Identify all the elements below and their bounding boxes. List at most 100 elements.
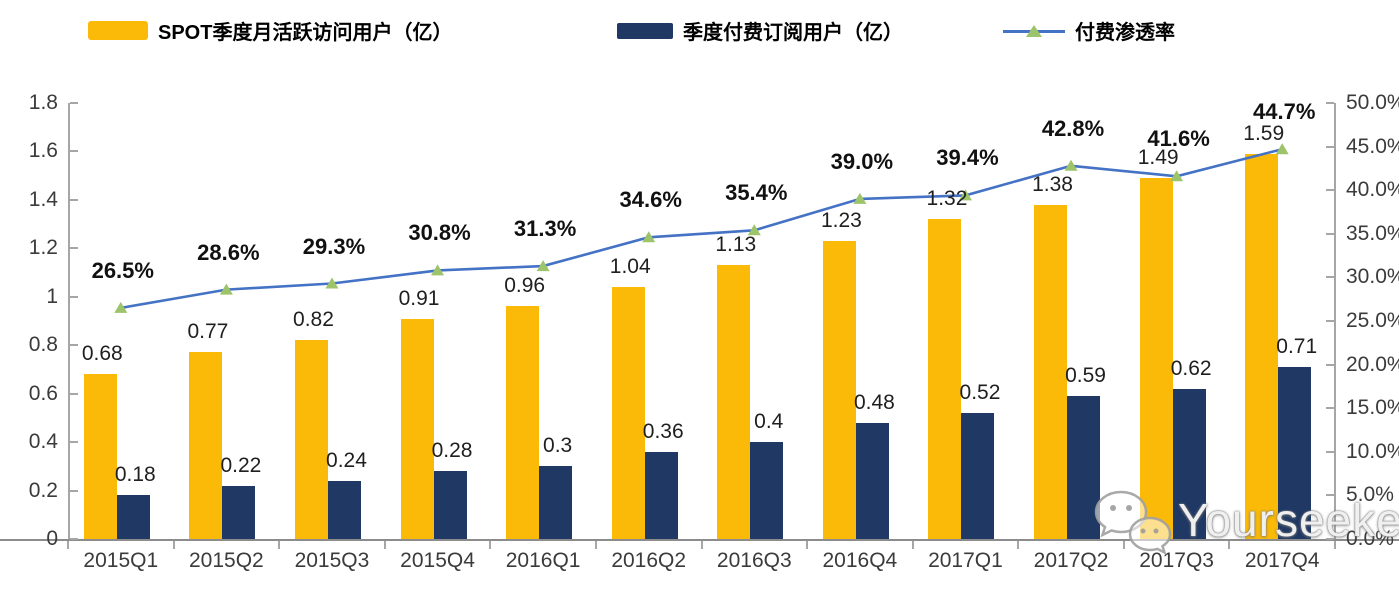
x-axis-tick-label: 2017Q4 bbox=[1244, 549, 1320, 572]
bar-subs bbox=[222, 485, 256, 539]
y-axis-left-tick bbox=[70, 344, 78, 347]
y-axis-left-tick-label: 0.2 bbox=[28, 478, 58, 502]
triangle-marker-icon bbox=[958, 189, 972, 201]
y-axis-right-tick-label: 40.0% bbox=[1346, 178, 1399, 202]
y-axis-left-tick-label: 1.2 bbox=[28, 236, 58, 260]
bar-mau bbox=[717, 265, 751, 539]
y-axis-right-tick-label: 45.0% bbox=[1346, 134, 1399, 158]
bar-mau bbox=[294, 340, 328, 539]
y-axis-right-tick-label: 20.0% bbox=[1346, 352, 1399, 376]
pct-value-label: 39.4% bbox=[936, 145, 999, 171]
bar-subs bbox=[961, 413, 995, 539]
pct-value-label: 30.8% bbox=[408, 220, 471, 246]
bar-value-label-subs: 0.48 bbox=[853, 390, 895, 414]
bar-subs bbox=[1172, 388, 1206, 539]
pct-value-label: 34.6% bbox=[619, 187, 682, 213]
bar-mau bbox=[822, 241, 856, 539]
y-axis-right-tick bbox=[1326, 232, 1334, 235]
y-axis-left-tick bbox=[70, 489, 78, 492]
legend-item-penetration: 付费渗透率 bbox=[1003, 16, 1175, 45]
bar-value-label-mau: 1.38 bbox=[1032, 172, 1073, 196]
y-axis-right-tick bbox=[1326, 102, 1334, 104]
y-axis-left-tick bbox=[70, 538, 78, 540]
bar-value-label-mau: 0.82 bbox=[293, 308, 334, 332]
triangle-marker-icon bbox=[1275, 143, 1289, 155]
y-axis-left-tick-label: 1.6 bbox=[28, 139, 58, 163]
y-axis-right-tick bbox=[1326, 450, 1334, 453]
triangle-marker-icon bbox=[1170, 170, 1184, 182]
legend-item-subs: 季度付费订阅用户（亿） bbox=[617, 16, 903, 45]
bar-mau bbox=[928, 219, 962, 539]
bar-value-label-subs: 0.59 bbox=[1065, 364, 1106, 388]
x-axis-tick-label: 2015Q4 bbox=[400, 549, 475, 572]
bar-value-label-subs: 0.62 bbox=[1170, 356, 1212, 380]
legend-label-subs: 季度付费订阅用户（亿） bbox=[683, 22, 903, 44]
triangle-marker-icon bbox=[853, 192, 867, 204]
x-axis-tick-label: 2015Q2 bbox=[189, 549, 264, 572]
legend-label-penetration: 付费渗透率 bbox=[1075, 22, 1175, 44]
x-axis-tick bbox=[67, 541, 69, 549]
pct-value-label: 35.4% bbox=[725, 180, 788, 206]
y-axis-left-tick bbox=[70, 247, 78, 250]
bar-value-label-mau: 0.96 bbox=[504, 274, 546, 298]
x-axis-tick bbox=[1017, 541, 1020, 549]
y-axis-right-tick bbox=[1326, 320, 1334, 322]
pct-value-label: 31.3% bbox=[513, 216, 577, 242]
y-axis-right-tick bbox=[1326, 276, 1334, 279]
triangle-marker-icon bbox=[747, 224, 761, 236]
bar-mau bbox=[1139, 178, 1173, 539]
line-marker-icon bbox=[1003, 24, 1065, 38]
y-axis-left-tick bbox=[70, 198, 78, 201]
bar-value-label-mau: 1.49 bbox=[1137, 146, 1179, 170]
y-axis-right-tick-label: 10.0% bbox=[1346, 439, 1399, 463]
bar-value-label-mau: 1.23 bbox=[820, 209, 862, 233]
y-axis-right-tick-label: 5.0% bbox=[1346, 483, 1394, 507]
bar-value-label-subs: 0.71 bbox=[1276, 335, 1318, 359]
x-axis-tick-label: 2017Q1 bbox=[928, 549, 1003, 572]
bar-value-label-subs: 0.3 bbox=[543, 434, 573, 458]
bar-value-label-mau: 0.68 bbox=[81, 342, 123, 366]
y-axis-right-tick bbox=[1326, 538, 1334, 540]
bar-subs bbox=[855, 422, 889, 539]
y-axis-right-tick-label: 15.0% bbox=[1346, 396, 1399, 420]
bar-value-label-mau: 1.04 bbox=[609, 255, 651, 279]
y-axis-right-tick-label: 50.0% bbox=[1346, 91, 1399, 114]
subs-swatch-icon bbox=[617, 22, 673, 39]
pct-value-label: 29.3% bbox=[302, 233, 366, 259]
bar-value-label-mau: 1.59 bbox=[1243, 121, 1285, 145]
y-axis-left-tick bbox=[70, 441, 78, 444]
y-axis-left-tick bbox=[70, 150, 78, 153]
y-axis-right-tick-label: 35.0% bbox=[1346, 221, 1399, 245]
bar-mau bbox=[400, 318, 434, 539]
bar-subs bbox=[1278, 367, 1312, 539]
y-axis-left-tick-label: 0.6 bbox=[28, 381, 58, 405]
x-axis-tick bbox=[383, 541, 386, 549]
y-axis-left-tick-label: 0.4 bbox=[28, 430, 58, 454]
bar-value-label-mau: 1.13 bbox=[715, 233, 757, 257]
y-axis-left-tick-label: 0 bbox=[46, 527, 58, 550]
bar-subs bbox=[644, 451, 678, 539]
triangle-marker-icon bbox=[114, 301, 128, 313]
y-axis-left-tick-label: 0.8 bbox=[28, 333, 58, 357]
y-axis-right-tick bbox=[1326, 189, 1334, 192]
x-axis-tick-label: 2016Q3 bbox=[716, 549, 792, 572]
bar-value-label-subs: 0.24 bbox=[326, 448, 367, 472]
x-axis-tick bbox=[594, 541, 597, 549]
x-axis-tick-label: 2015Q1 bbox=[83, 549, 159, 572]
pct-value-label: 28.6% bbox=[197, 239, 260, 265]
y-axis-right-tick bbox=[1326, 145, 1334, 148]
bar-value-label-subs: 0.4 bbox=[754, 410, 784, 434]
bar-subs bbox=[1067, 396, 1101, 539]
x-axis-tick-label: 2016Q2 bbox=[611, 549, 687, 572]
bar-mau bbox=[506, 306, 540, 539]
y-axis-left-tick-label: 1.8 bbox=[28, 91, 58, 114]
triangle-marker-icon bbox=[536, 260, 550, 272]
bar-subs bbox=[750, 442, 784, 539]
pct-value-label: 26.5% bbox=[91, 257, 154, 283]
bar-value-label-mau: 1.32 bbox=[926, 187, 968, 211]
bar-subs bbox=[539, 466, 573, 539]
pct-value-label: 39.0% bbox=[830, 148, 894, 174]
y-axis-left-tick bbox=[70, 295, 78, 298]
bar-subs bbox=[116, 495, 150, 539]
